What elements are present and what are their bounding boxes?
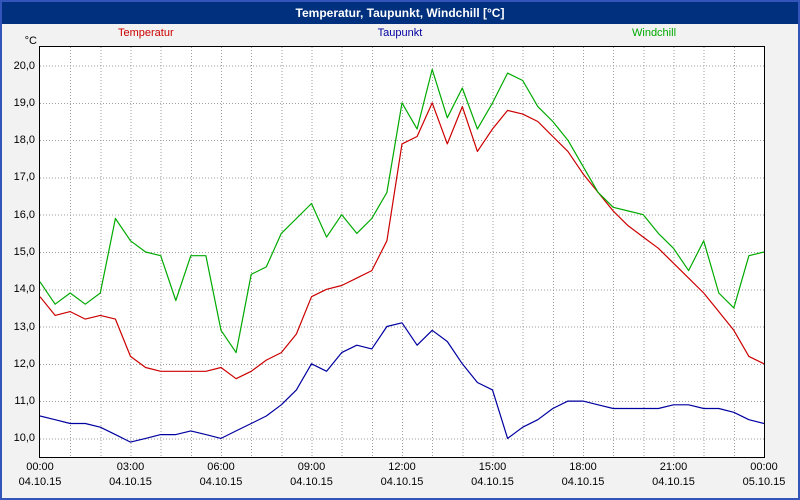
- y-tick-label: 15,0: [13, 246, 35, 258]
- y-tick-label: 14,0: [13, 283, 35, 296]
- x-tick-time-label: 00:00: [750, 461, 778, 473]
- x-tick-date-label: 05.10.15: [742, 476, 786, 488]
- legend-temperatur: Temperatur: [118, 27, 174, 39]
- chart-legend: Temperatur Taupunkt Windchill: [2, 27, 798, 43]
- x-tick-date-label: 04.10.15: [652, 476, 695, 488]
- legend-taupunkt: Taupunkt: [377, 27, 423, 39]
- x-tick-time-label: 03:00: [116, 461, 145, 473]
- x-tick-time-label: 18:00: [569, 461, 597, 473]
- window-titlebar: Temperatur, Taupunkt, Windchill [°C]: [2, 2, 798, 24]
- x-tick-time-label: 06:00: [207, 461, 235, 473]
- x-tick-date-label: 04.10.15: [471, 476, 514, 488]
- legend-windchill: Windchill: [632, 27, 677, 39]
- chart-canvas: [40, 47, 764, 457]
- window-title: Temperatur, Taupunkt, Windchill [°C]: [295, 6, 505, 20]
- y-tick-label: 17,0: [13, 171, 35, 184]
- x-tick-time-label: 09:00: [297, 461, 326, 473]
- y-tick-label: 11,0: [14, 395, 35, 408]
- series-line-temperatur: [40, 102, 764, 380]
- x-tick-date-label: 04.10.15: [561, 476, 605, 488]
- y-tick-label: 13,0: [13, 320, 35, 333]
- series-line-windchill: [40, 68, 764, 354]
- x-tick-time-label: 12:00: [388, 461, 416, 473]
- grid-lines: [40, 47, 764, 457]
- x-tick-date-label: 04.10.15: [109, 476, 152, 488]
- x-tick-date-label: 04.10.15: [199, 476, 243, 488]
- y-tick-label: 18,0: [13, 134, 35, 147]
- y-tick-label: 12,0: [13, 357, 35, 370]
- y-axis-unit-label: °C: [24, 35, 37, 47]
- x-tick-time-label: 21:00: [659, 461, 688, 473]
- y-tick-label: 19,0: [13, 96, 35, 109]
- x-tick-date-label: 04.10.15: [18, 476, 62, 488]
- y-tick-label: 10,0: [13, 432, 35, 445]
- x-tick-date-label: 04.10.15: [290, 476, 333, 488]
- x-tick-time-label: 15:00: [478, 461, 507, 473]
- y-tick-label: 20,0: [13, 59, 35, 72]
- y-tick-label: 16,0: [13, 208, 35, 221]
- x-tick-date-label: 04.10.15: [380, 476, 424, 488]
- series-line-taupunkt: [40, 322, 764, 443]
- x-tick-time-label: 00:00: [26, 461, 54, 473]
- plot-area: [39, 46, 765, 458]
